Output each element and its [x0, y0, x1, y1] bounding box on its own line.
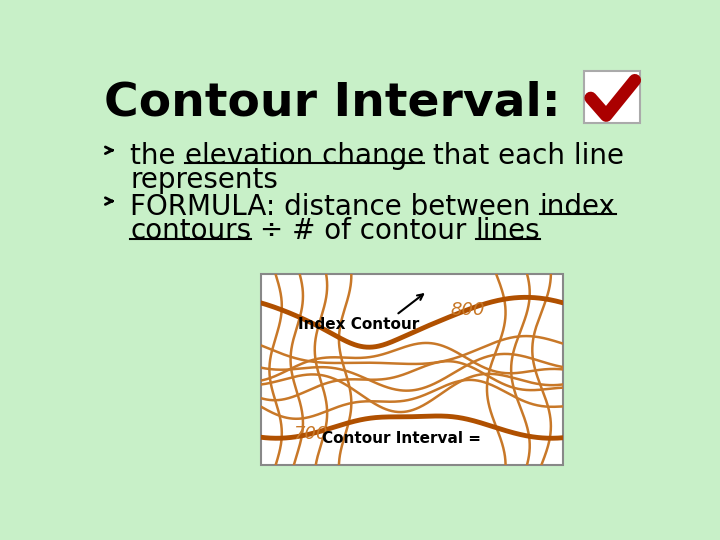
- Text: Contour Interval =: Contour Interval =: [323, 430, 482, 445]
- Text: Index Contour: Index Contour: [297, 316, 419, 332]
- Text: contours: contours: [130, 217, 251, 245]
- Text: elevation change: elevation change: [184, 142, 424, 170]
- Text: lines: lines: [476, 217, 540, 245]
- Text: that each line: that each line: [424, 142, 624, 170]
- Bar: [261, 274, 563, 465]
- Text: 800: 800: [451, 301, 485, 319]
- Text: FORMULA: distance between: FORMULA: distance between: [130, 193, 540, 221]
- Text: index: index: [540, 193, 616, 221]
- FancyBboxPatch shape: [585, 71, 640, 123]
- Text: 700: 700: [293, 425, 328, 443]
- Text: represents: represents: [130, 166, 278, 194]
- Text: Contour Interval:: Contour Interval:: [104, 80, 561, 125]
- Text: ÷ # of contour: ÷ # of contour: [251, 217, 476, 245]
- Text: the: the: [130, 142, 184, 170]
